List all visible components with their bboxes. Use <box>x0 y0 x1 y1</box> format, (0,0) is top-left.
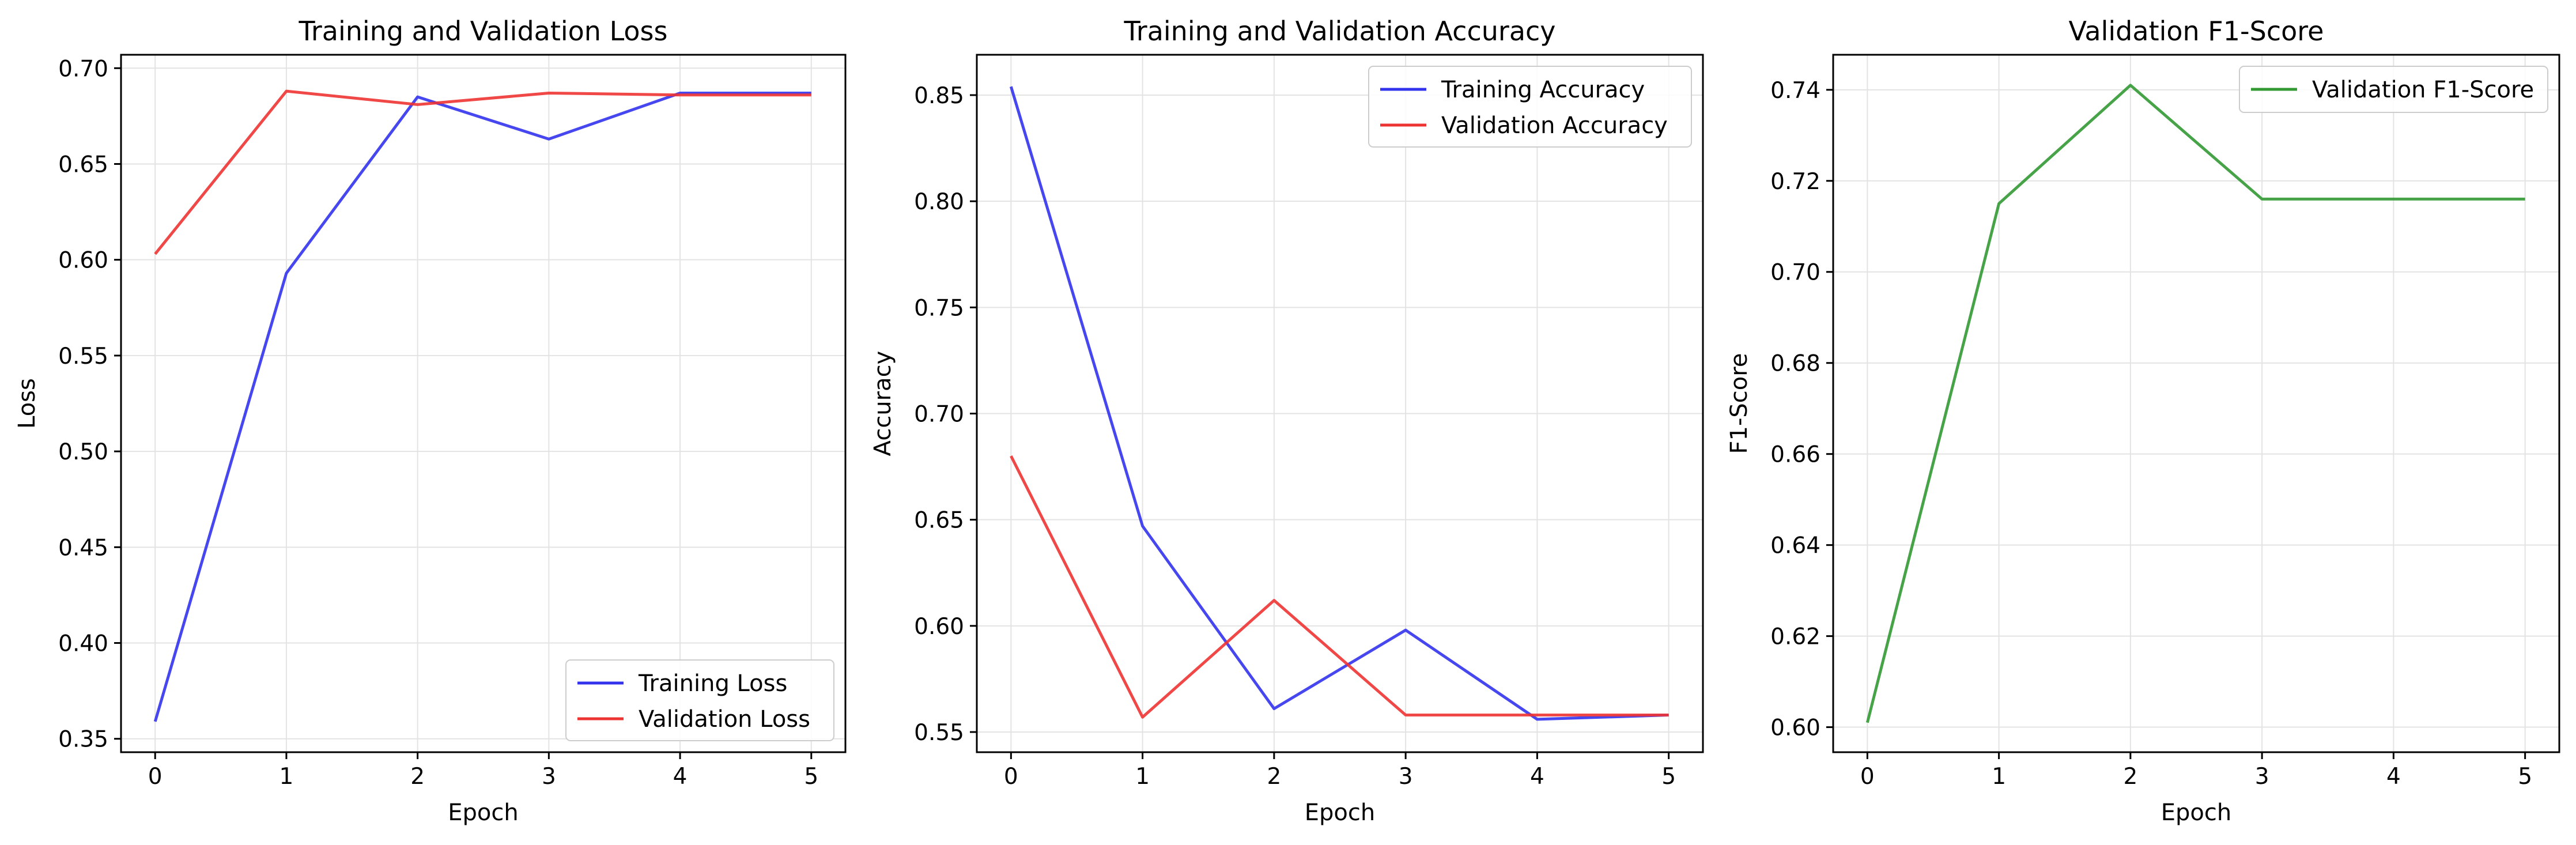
y-tick-label: 0.74 <box>1770 78 1820 104</box>
y-tick-label: 0.70 <box>1770 260 1820 286</box>
legend-box <box>2239 66 2548 113</box>
panel-2: 0 1 2 3 4 5 0.55 0.60 0.65 0.70 0.75 0.80 0.85 Traini… <box>870 16 1704 826</box>
x-tick-label: 4 <box>2386 764 2401 790</box>
legend-label: Validation Loss <box>639 706 810 733</box>
x-tick-label: 4 <box>673 764 688 790</box>
y-tick-label: 0.55 <box>914 720 964 746</box>
y-axis-label: F1-Score <box>1726 353 1752 454</box>
series-line <box>153 91 811 722</box>
chart-title: Training and Validation Accuracy <box>1123 16 1555 47</box>
x-tick-label: 2 <box>410 764 425 790</box>
axes-frame <box>976 54 1704 753</box>
y-tick-label: 0.45 <box>58 535 108 561</box>
y-tick-label: 0.70 <box>914 401 964 427</box>
x-tick-label: 5 <box>1661 764 1676 790</box>
x-tick-label: 2 <box>1267 764 1281 790</box>
legend: Training Accuracy Validation Accuracy <box>1368 66 1692 148</box>
y-tick-label: 0.85 <box>914 83 964 109</box>
series-line <box>1010 455 1669 719</box>
x-tick-label: 0 <box>1004 764 1018 790</box>
y-tick-label: 0.65 <box>58 152 108 178</box>
y-tick-label: 0.66 <box>1770 442 1820 468</box>
y-tick-label: 0.65 <box>914 508 964 534</box>
x-tick-label: 3 <box>542 764 556 790</box>
y-tick-label: 0.75 <box>914 295 964 321</box>
legend-label: Training Accuracy <box>1441 77 1645 103</box>
x-tick-label: 0 <box>1860 764 1875 790</box>
x-tick-label: 1 <box>1135 764 1150 790</box>
x-tick-label: 2 <box>2123 764 2137 790</box>
x-tick-label: 0 <box>148 764 163 790</box>
legend-box <box>1368 66 1692 148</box>
y-axis-label: Loss <box>14 378 40 429</box>
y-tick-label: 0.60 <box>58 248 108 274</box>
y-tick-label: 0.72 <box>1770 169 1820 195</box>
y-tick-label: 0.35 <box>58 727 108 753</box>
axes-frame <box>1832 54 2560 753</box>
x-tick-label: 5 <box>804 764 818 790</box>
x-tick-label: 3 <box>2255 764 2269 790</box>
chart-title: Training and Validation Loss <box>299 16 668 47</box>
y-tick-label: 0.40 <box>58 631 108 657</box>
series-line <box>154 89 811 255</box>
axes-frame <box>120 54 847 753</box>
x-tick-label: 1 <box>1992 764 2006 790</box>
legend-label: Validation F1-Score <box>2312 77 2534 103</box>
x-tick-label: 1 <box>279 764 294 790</box>
x-axis-label: Epoch <box>1305 799 1375 826</box>
x-tick-label: 5 <box>2518 764 2532 790</box>
x-axis-label: Epoch <box>448 799 518 826</box>
legend-label: Training Loss <box>638 670 787 697</box>
y-tick-label: 0.68 <box>1770 351 1820 377</box>
legend-box <box>565 659 834 741</box>
legend: Training Loss Validation Loss <box>565 659 834 741</box>
y-axis-label: Accuracy <box>870 351 896 457</box>
y-tick-label: 0.60 <box>1770 715 1820 741</box>
legend-label: Validation Accuracy <box>1441 112 1668 139</box>
y-tick-label: 0.80 <box>914 189 964 215</box>
y-tick-label: 0.64 <box>1770 533 1820 559</box>
panel-1: 0 1 2 3 4 5 0.35 0.40 0.45 0.50 0.55 0.60 0.65 0.70 Tr… <box>14 16 847 826</box>
chart-title: Validation F1-Score <box>2069 16 2324 47</box>
legend: Validation F1-Score <box>2239 66 2548 113</box>
y-tick-label: 0.55 <box>58 344 108 369</box>
x-tick-label: 3 <box>1399 764 1413 790</box>
panel-3: 0 1 2 3 4 5 0.60 0.62 0.64 0.66 0.68 0.70 0.72 0.74 Va… <box>1726 16 2560 826</box>
series-line <box>1009 86 1669 721</box>
x-axis-label: Epoch <box>2161 799 2231 826</box>
y-tick-label: 0.70 <box>58 56 108 82</box>
y-tick-label: 0.62 <box>1770 624 1820 650</box>
x-tick-label: 4 <box>1530 764 1544 790</box>
series-line <box>1865 84 2525 723</box>
y-tick-label: 0.50 <box>58 439 108 465</box>
y-tick-label: 0.60 <box>914 614 964 640</box>
